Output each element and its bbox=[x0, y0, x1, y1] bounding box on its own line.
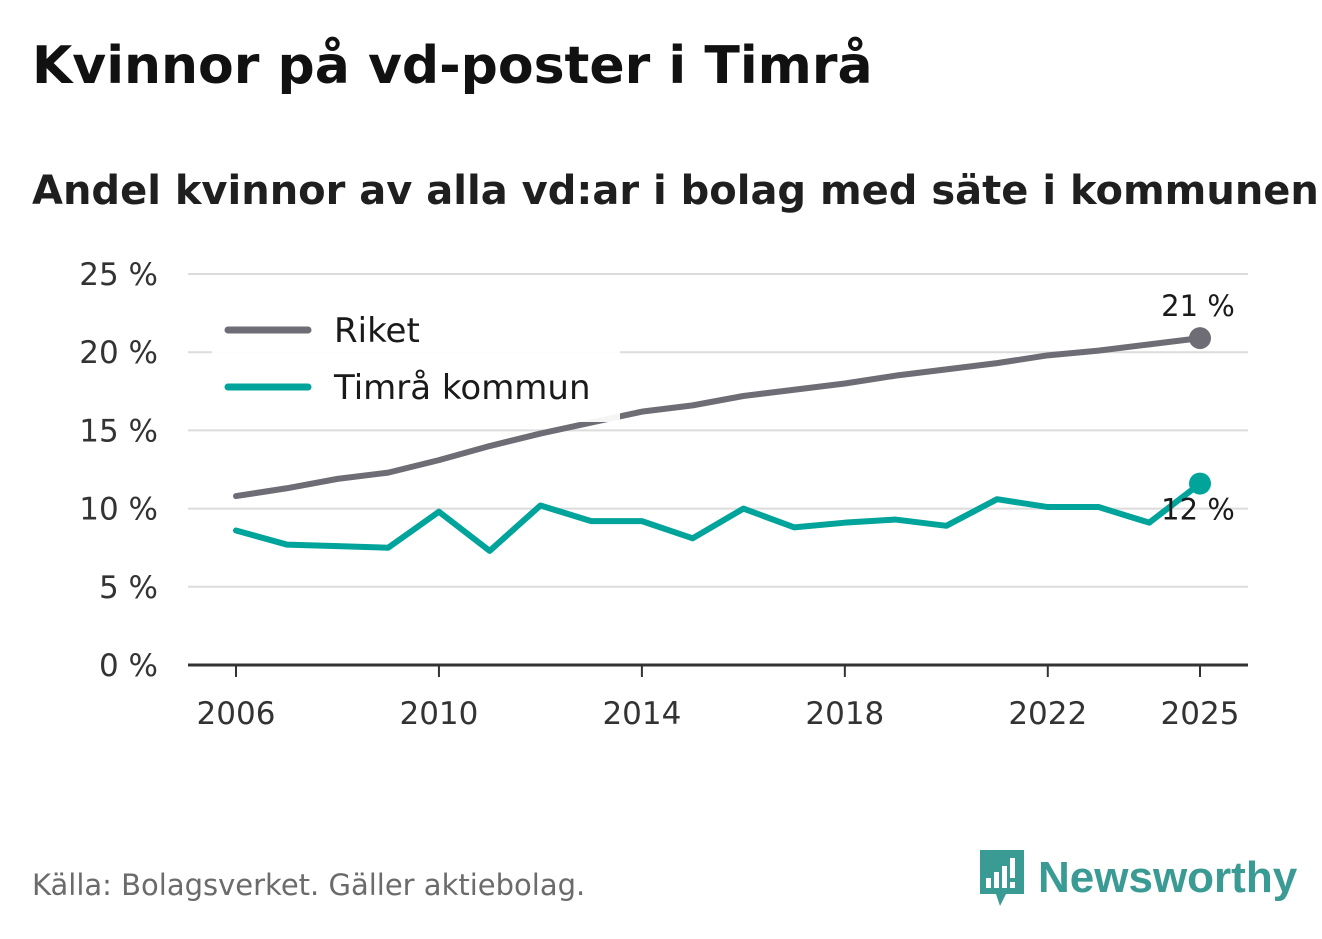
chart-subtitle: Andel kvinnor av alla vd:ar i bolag med … bbox=[32, 168, 1319, 214]
brand-name: Newsworthy bbox=[1038, 853, 1298, 902]
x-tick-label: 2022 bbox=[1008, 696, 1087, 732]
timra-end-label: 12 % bbox=[1161, 493, 1235, 527]
chart-title: Kvinnor på vd-poster i Timrå bbox=[32, 36, 873, 96]
newsworthy-logo-icon bbox=[980, 850, 1024, 906]
x-tick-label: 2018 bbox=[805, 696, 884, 732]
x-tick-label: 2025 bbox=[1161, 696, 1240, 732]
legend-background bbox=[212, 300, 620, 422]
timra-line bbox=[233, 480, 1203, 554]
legend-label: Riket bbox=[334, 311, 420, 351]
legend-label: Timrå kommun bbox=[333, 368, 591, 408]
x-tick-label: 2014 bbox=[602, 696, 681, 732]
x-tick-label: 2006 bbox=[197, 696, 276, 732]
source-note: Källa: Bolagsverket. Gäller aktiebolag. bbox=[32, 868, 586, 902]
y-tick-label: 25 % bbox=[79, 257, 158, 293]
brand-logo: Newsworthy bbox=[978, 848, 1297, 908]
x-tick-label: 2010 bbox=[399, 696, 478, 732]
y-tick-label: 5 % bbox=[99, 570, 158, 606]
y-tick-label: 10 % bbox=[79, 492, 158, 528]
riket-end-point bbox=[1189, 327, 1211, 350]
y-tick-label: 15 % bbox=[79, 413, 158, 449]
timra-end-point bbox=[1189, 472, 1211, 495]
y-tick-label: 20 % bbox=[79, 335, 158, 371]
riket-line bbox=[233, 335, 1203, 500]
riket-end-label: 21 % bbox=[1161, 289, 1235, 323]
y-tick-label: 0 % bbox=[99, 648, 158, 684]
